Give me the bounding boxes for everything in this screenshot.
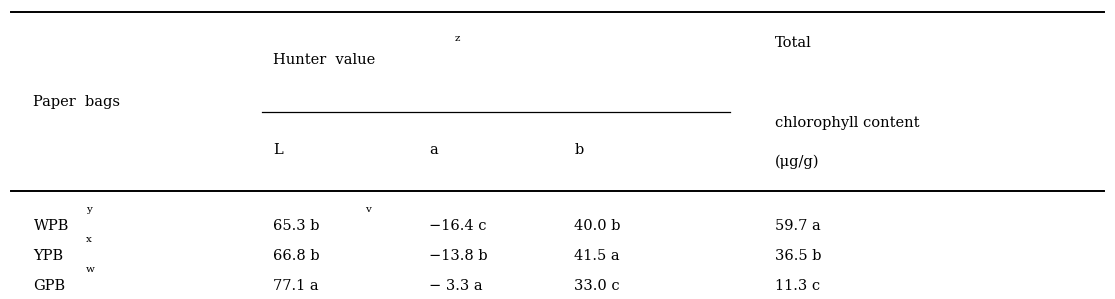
Text: 11.3 c: 11.3 c — [775, 279, 820, 292]
Text: z: z — [455, 34, 460, 43]
Text: x: x — [86, 235, 91, 244]
Text: Total: Total — [775, 36, 812, 50]
Text: (μg/g): (μg/g) — [775, 154, 820, 169]
Text: w: w — [86, 265, 95, 274]
Text: −16.4 c: −16.4 c — [429, 219, 487, 233]
Text: y: y — [86, 205, 91, 214]
Text: 36.5 b: 36.5 b — [775, 249, 822, 263]
Text: −13.8 b: −13.8 b — [429, 249, 488, 263]
Text: v: v — [365, 205, 370, 214]
Text: GPB: GPB — [33, 279, 66, 292]
Text: 33.0 c: 33.0 c — [574, 279, 620, 292]
Text: 65.3 b: 65.3 b — [273, 219, 320, 233]
Text: chlorophyll content: chlorophyll content — [775, 116, 920, 129]
Text: a: a — [429, 143, 438, 156]
Text: YPB: YPB — [33, 249, 64, 263]
Text: Hunter  value: Hunter value — [273, 53, 376, 67]
Text: WPB: WPB — [33, 219, 69, 233]
Text: b: b — [574, 143, 583, 156]
Text: 77.1 a: 77.1 a — [273, 279, 319, 292]
Text: L: L — [273, 143, 283, 156]
Text: 40.0 b: 40.0 b — [574, 219, 621, 233]
Text: 41.5 a: 41.5 a — [574, 249, 620, 263]
Text: 66.8 b: 66.8 b — [273, 249, 320, 263]
Text: 59.7 a: 59.7 a — [775, 219, 821, 233]
Text: − 3.3 a: − 3.3 a — [429, 279, 483, 292]
Text: Paper  bags: Paper bags — [33, 95, 120, 109]
